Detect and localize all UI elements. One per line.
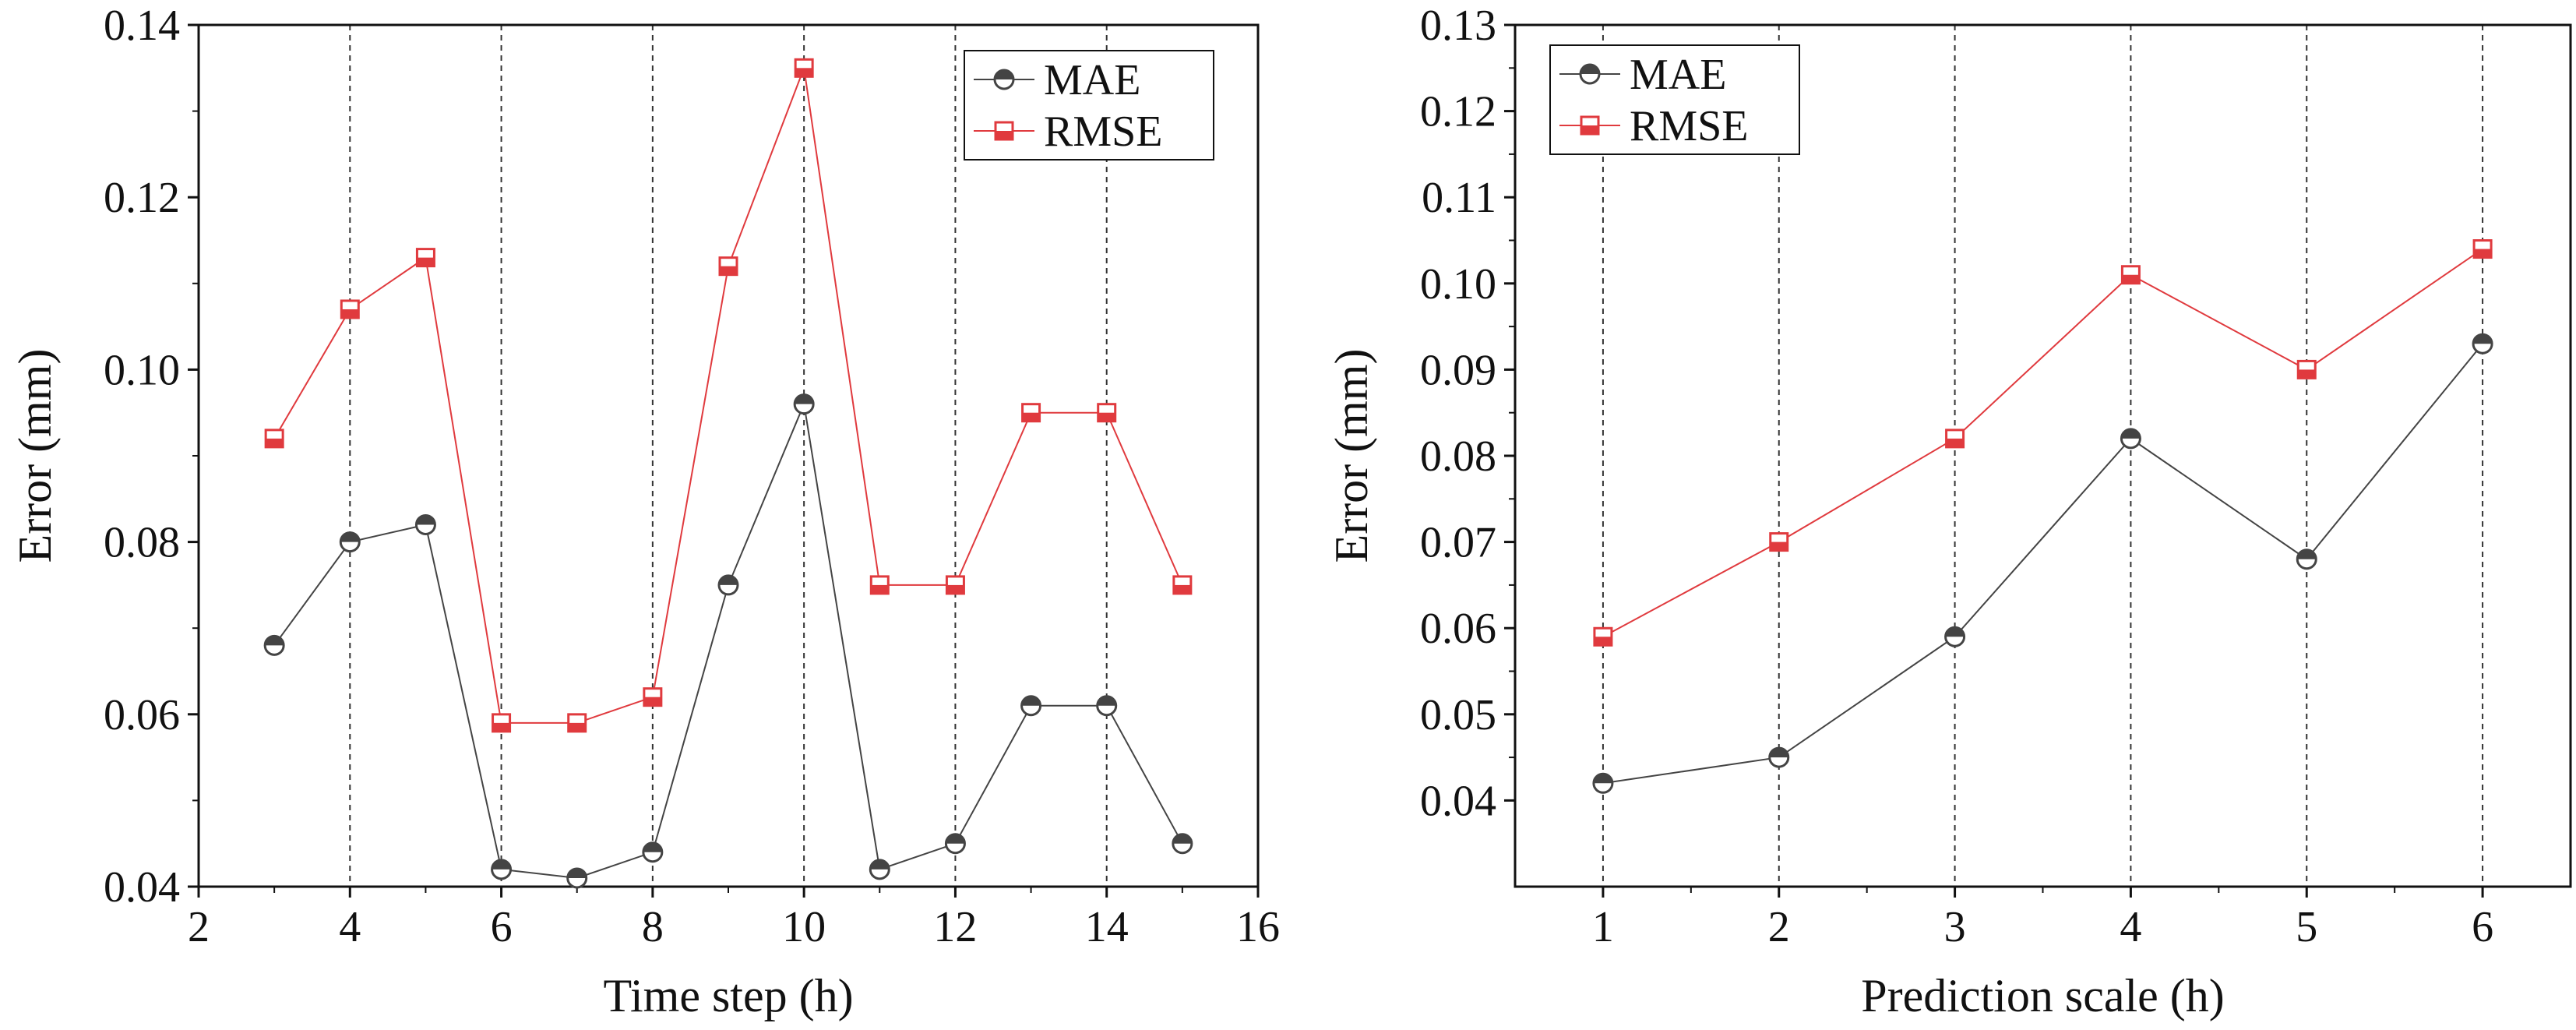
y-tick-label: 0.05 [1420,691,1496,739]
rmse-point [492,713,512,733]
rmse-point [1097,403,1117,423]
rmse-point [643,687,663,707]
legend-label-mae: MAE [1630,51,1726,99]
rmse-point [415,248,435,268]
y-axis-label: Error (mm) [9,349,61,563]
series-line-mae [273,401,1183,879]
y-tick-label: 0.09 [1420,346,1496,394]
x-tick-label: 3 [1944,903,1966,951]
mae-point [869,859,890,880]
y-tick-label: 0.10 [1420,260,1496,309]
x-tick-label: 6 [491,903,513,951]
legend-label-mae: MAE [1044,56,1140,104]
mae-point [1592,772,1614,794]
y-tick-label: 0.11 [1422,174,1496,222]
x-tick-label: 8 [642,903,664,951]
legend-marker-rmse [1580,115,1600,136]
mae-point [793,393,815,415]
series-line-mae [1602,343,2483,785]
x-tick-label: 2 [188,903,210,951]
x-tick-label: 14 [1085,903,1129,951]
rmse-point [1172,575,1193,595]
mae-point [1768,746,1790,768]
y-tick-label: 0.12 [1420,88,1496,136]
mae-point [944,833,966,855]
rmse-point [718,256,738,277]
y-tick-label: 0.08 [1420,432,1496,481]
legend-marker-mae [1579,63,1601,85]
y-tick-label: 0.08 [104,519,180,567]
y-tick-label: 0.06 [104,691,180,739]
legend-box [964,50,1214,160]
mae-point [2296,549,2317,570]
y-tick-label: 0.04 [104,863,180,912]
rmse-point [1945,429,1965,449]
y-tick-label: 0.06 [1420,605,1496,653]
mae-point [642,841,664,863]
legend-marker-mae [993,69,1015,90]
series-line-rmse [1602,248,2483,638]
y-tick-label: 0.10 [104,346,180,394]
rmse-point [2472,239,2493,259]
legend-label-rmse: RMSE [1044,108,1163,156]
y-tick-label: 0.07 [1420,519,1496,567]
x-tick-label: 4 [339,903,361,951]
mae-point [414,513,436,535]
mae-point [1096,695,1118,717]
x-tick-label: 4 [2120,903,2141,951]
mae-point [1020,695,1042,717]
legend-label-rmse: RMSE [1630,102,1749,150]
y-axis-label: Error (mm) [1326,349,1377,563]
mae-point [1172,833,1193,855]
rmse-point [794,58,814,78]
y-tick-label: 0.14 [104,2,180,50]
rmse-point [2296,359,2317,379]
mae-point [1944,626,1966,647]
chart-prediction-scale: 1 2 3 4 5 6 0.04 0.05 0.06 0.07 0.08 0.09 0.10 0.11 0.… [1326,2,2572,1021]
mae-point [2472,333,2493,355]
x-tick-label: 16 [1236,903,1280,951]
rmse-point [945,575,965,595]
y-tick-label: 0.04 [1420,777,1496,825]
series-line-rmse [273,65,1183,724]
rmse-point [567,713,587,733]
rmse-point [1593,626,1613,647]
rmse-point [340,299,360,319]
mae-point [566,867,588,889]
mae-point [2120,428,2141,450]
x-tick-label: 12 [933,903,977,951]
legend-marker-rmse [994,121,1014,141]
legend-box [1549,44,1800,155]
x-tick-label: 5 [2296,903,2317,951]
mae-point [339,531,361,553]
rmse-point [264,429,284,449]
x-tick-label: 2 [1768,903,1790,951]
x-axis-label: Prediction scale (h) [1861,970,2225,1021]
mae-point [491,859,513,880]
x-tick-label: 6 [2472,903,2493,951]
x-tick-label: 1 [1592,903,1614,951]
y-tick-label: 0.13 [1420,2,1496,50]
rmse-point [1021,403,1041,423]
x-tick-label: 10 [782,903,826,951]
chart-time-step: 2 4 6 8 10 12 14 16 0.04 0.06 0.08 0.10 0.12 0.14 Time… [9,2,1280,1021]
mae-point [263,634,285,656]
rmse-point [869,575,890,595]
y-tick-label: 0.12 [104,174,180,222]
rmse-point [1769,532,1789,552]
x-axis-label: Time step (h) [603,970,853,1021]
rmse-point [2120,265,2141,285]
mae-point [717,574,739,596]
